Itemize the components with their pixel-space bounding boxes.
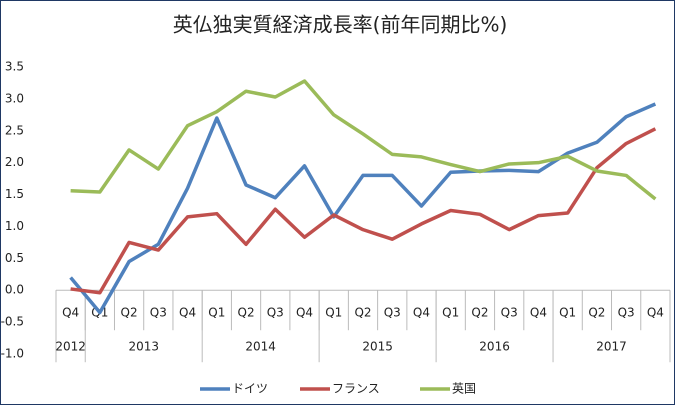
x-tick-label: Q1 (442, 306, 459, 320)
y-tick-label: -1.0 (1, 347, 24, 361)
x-group-label: 2015 (362, 340, 393, 354)
x-tick-label: Q3 (618, 306, 635, 320)
x-group-label: 2014 (245, 340, 276, 354)
x-group-label: 2013 (128, 340, 159, 354)
legend-label: ドイツ (232, 382, 268, 396)
x-group-label: 2017 (596, 340, 627, 354)
x-tick-label: Q1 (559, 306, 576, 320)
y-tick-label: 3.0 (5, 91, 24, 105)
x-tick-label: Q2 (238, 306, 255, 320)
x-tick-label: Q4 (530, 306, 547, 320)
x-tick-label: Q4 (413, 306, 430, 320)
y-tick-label: 1.5 (5, 187, 24, 201)
x-tick-label: Q1 (208, 306, 225, 320)
x-tick-label: Q3 (384, 306, 401, 320)
y-tick-label: 0.5 (5, 251, 24, 265)
x-tick-label: Q2 (121, 306, 138, 320)
y-tick-label: -0.5 (1, 315, 24, 329)
x-tick-label: Q2 (588, 306, 605, 320)
x-tick-label: Q2 (354, 306, 371, 320)
x-tick-label: Q3 (267, 306, 284, 320)
y-tick-label: 2.5 (5, 123, 24, 137)
x-tick-label: Q3 (150, 306, 167, 320)
y-tick-label: 1.0 (5, 219, 24, 233)
x-tick-label: Q4 (62, 306, 79, 320)
legend-label: 英国 (452, 382, 476, 396)
y-tick-label: 0.0 (5, 283, 24, 297)
x-tick-label: Q4 (647, 306, 664, 320)
x-tick-label: Q4 (296, 306, 313, 320)
line-series (70, 127, 657, 295)
legend-label: フランス (332, 382, 380, 396)
x-tick-label: Q1 (325, 306, 342, 320)
chart-title: 英仏独実質経済成長率(前年同期比%) (173, 13, 508, 37)
x-tick-label: Q2 (471, 306, 488, 320)
y-tick-label: 2.0 (5, 155, 24, 169)
x-group-label: 2016 (479, 340, 510, 354)
x-tick-label: Q3 (501, 306, 518, 320)
x-group-label: 2012 (55, 340, 86, 354)
y-tick-label: 3.5 (5, 60, 24, 74)
line-series (70, 79, 657, 201)
x-tick-label: Q4 (179, 306, 196, 320)
